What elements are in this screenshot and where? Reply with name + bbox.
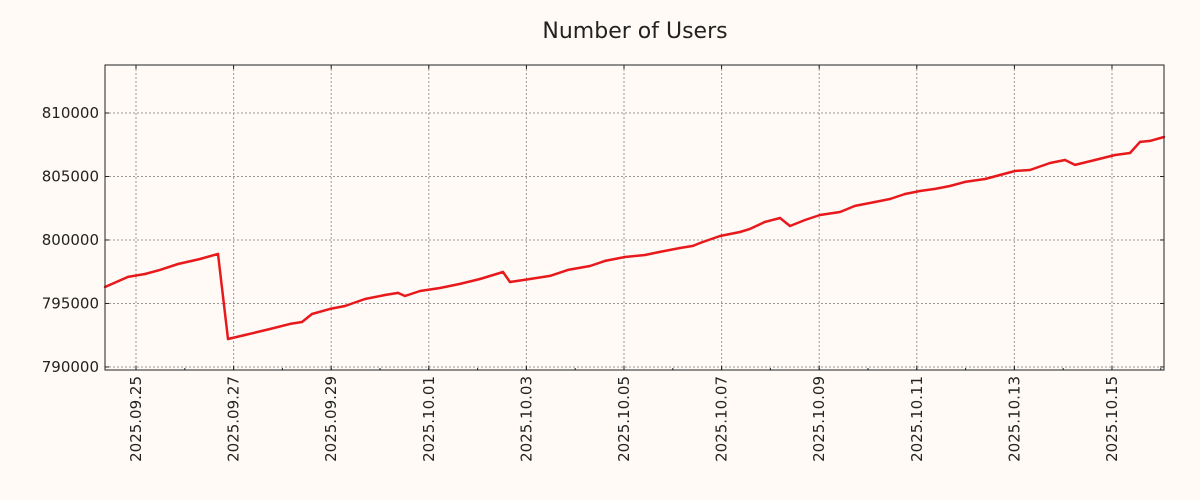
- series: [103, 135, 1166, 341]
- data-point: [300, 320, 304, 324]
- data-point: [788, 224, 792, 228]
- data-point: [343, 304, 347, 308]
- x-tick-label: 2025.10.07: [713, 376, 731, 462]
- data-point: [363, 297, 367, 301]
- data-point: [548, 274, 552, 278]
- data-point: [1073, 163, 1077, 167]
- data-point: [501, 270, 505, 274]
- data-point: [226, 337, 230, 341]
- data-point: [198, 257, 202, 261]
- data-point: [288, 322, 292, 326]
- data-point: [718, 234, 722, 238]
- y-axis: 790000 795000 800000 805000 810000: [42, 104, 1164, 376]
- data-point: [158, 268, 162, 272]
- x-axis: 2025.09.25 2025.09.27 2025.09.29 2025.10.01…: [127, 65, 1162, 462]
- data-point: [438, 286, 442, 290]
- data-point: [998, 173, 1002, 177]
- data-point: [838, 210, 842, 214]
- data-point: [588, 264, 592, 268]
- x-tick-label: 2025.10.05: [615, 376, 633, 462]
- data-point: [603, 259, 607, 263]
- data-point: [403, 294, 407, 298]
- y-tick-label: 800000: [42, 231, 99, 249]
- data-point: [1063, 158, 1067, 162]
- data-point: [888, 197, 892, 201]
- x-tick-label: 2025.10.03: [517, 376, 535, 462]
- data-point: [853, 204, 857, 208]
- data-point: [803, 218, 807, 222]
- data-point: [1013, 169, 1017, 173]
- data-point: [738, 230, 742, 234]
- data-point: [1128, 151, 1132, 155]
- data-point: [508, 280, 512, 284]
- x-tick-label: 2025.10.11: [908, 376, 926, 462]
- y-tick-label: 810000: [42, 104, 99, 122]
- data-point: [983, 177, 987, 181]
- data-point: [678, 246, 682, 250]
- data-point: [778, 216, 782, 220]
- data-point: [903, 192, 907, 196]
- data-point: [1048, 161, 1052, 165]
- data-point: [873, 200, 877, 204]
- data-point: [1028, 168, 1032, 172]
- x-tick-label: 2025.10.15: [1103, 376, 1121, 462]
- data-point: [963, 180, 967, 184]
- data-point: [918, 189, 922, 193]
- y-tick-label: 795000: [42, 294, 99, 312]
- data-point: [643, 253, 647, 257]
- data-point: [818, 213, 822, 217]
- data-point: [1148, 139, 1152, 143]
- x-tick-label: 2025.10.09: [810, 376, 828, 462]
- chart-title: Number of Users: [542, 19, 727, 44]
- data-point: [396, 291, 400, 295]
- data-point: [623, 255, 627, 259]
- data-point: [763, 220, 767, 224]
- data-point: [1093, 158, 1097, 162]
- data-point: [143, 272, 147, 276]
- grid: [105, 65, 1164, 370]
- x-tick-label: 2025.10.01: [420, 376, 438, 462]
- data-point: [698, 241, 702, 245]
- data-point: [328, 307, 332, 311]
- x-tick-label: 2025.09.29: [322, 376, 340, 462]
- data-point: [458, 282, 462, 286]
- data-point: [243, 333, 247, 337]
- data-point: [126, 275, 130, 279]
- x-tick-label: 2025.10.13: [1005, 376, 1023, 462]
- data-point: [691, 244, 695, 248]
- data-point: [176, 262, 180, 266]
- x-tick-label: 2025.09.25: [127, 376, 145, 462]
- data-point: [748, 227, 752, 231]
- data-point: [528, 277, 532, 281]
- plot-frame: [104, 64, 1165, 371]
- data-point: [383, 293, 387, 297]
- data-point: [268, 327, 272, 331]
- data-point: [658, 250, 662, 254]
- y-tick-label: 790000: [42, 358, 99, 376]
- data-point: [1113, 153, 1117, 157]
- data-point: [948, 184, 952, 188]
- data-point: [418, 289, 422, 293]
- series-line: [104, 135, 1165, 341]
- data-point: [1138, 140, 1142, 144]
- data-point: [478, 277, 482, 281]
- data-point: [310, 312, 314, 316]
- data-point: [933, 187, 937, 191]
- data-point: [566, 268, 570, 272]
- y-tick-label: 805000: [42, 167, 99, 185]
- x-tick-label: 2025.09.27: [225, 376, 243, 462]
- data-point: [216, 252, 220, 256]
